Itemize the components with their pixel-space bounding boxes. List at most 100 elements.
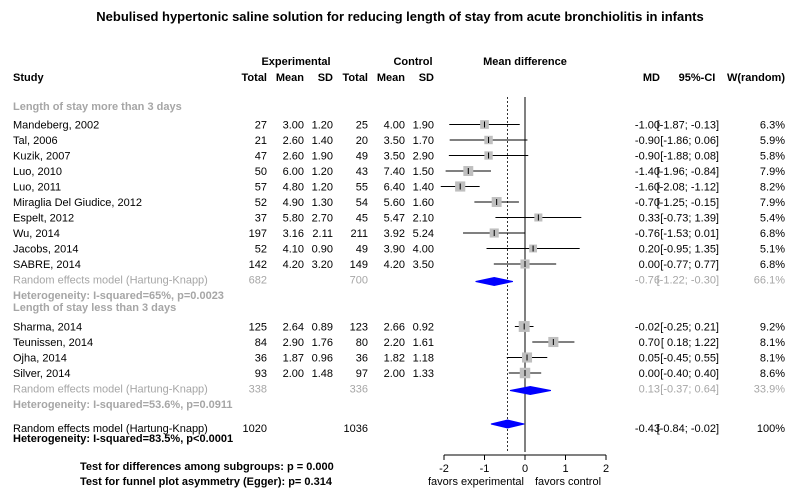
x-tick-label-0: -2 [439, 463, 449, 475]
study-row-1-9-weight: 5.1% [760, 244, 785, 256]
study-row-1-1-e-total: 27 [255, 120, 267, 132]
study-row-2-3-ci: [-0.45; 0.55] [660, 353, 719, 365]
study-row-2-3-e-sd: 0.96 [312, 353, 333, 365]
study-row-2-4-c-mean: 2.00 [384, 368, 405, 380]
study-row-1-5-c-total: 55 [356, 182, 368, 194]
favors-control-label: favors control [535, 476, 601, 488]
study-row-1-1-ci: [-1.87; -0.13] [657, 120, 719, 132]
study-row-1-1-c-mean: 4.00 [384, 120, 405, 132]
study-row-1-2-md: -0.90 [635, 135, 660, 147]
study-row-2-2-c-total: 80 [356, 337, 368, 349]
study-row-1-6-c-sd: 1.60 [413, 197, 434, 209]
chart-title: Nebulised hypertonic saline solution for… [96, 9, 703, 24]
study-row-1-4-e-total: 50 [255, 166, 267, 178]
overall-heterogeneity: Heterogeneity: I-squared=83.5%, p<0.0001 [13, 433, 233, 445]
study-row-1-7-c-total: 45 [356, 213, 368, 225]
study-row-1-4-weight: 7.9% [760, 166, 785, 178]
subgroup-1-pooled-label: Random effects model (Hartung-Knapp) [13, 275, 208, 287]
study-row-1-3-c-sd: 2.90 [413, 151, 434, 163]
study-row-1-1-c-sd: 1.90 [413, 120, 434, 132]
study-row-1-7-e-sd: 2.70 [312, 213, 333, 225]
header-c-sd: SD [419, 72, 434, 84]
study-row-1-8-md: -0.76 [635, 228, 660, 240]
overall-diamond [490, 419, 525, 429]
subgroup-1-diamond [475, 276, 513, 287]
study-row-2-2-md: 0.70 [639, 337, 660, 349]
header-c-mean: Mean [377, 72, 405, 84]
study-row-1-3-e-total: 47 [255, 151, 267, 163]
header-e-sd: SD [318, 72, 333, 84]
study-row-1-9-study: Jacobs, 2014 [13, 244, 78, 256]
subgroup-2-pooled-label: Random effects model (Hartung-Knapp) [13, 384, 208, 396]
subgroup-1-pooled-c-total: 700 [350, 275, 368, 287]
study-row-1-8-e-total: 197 [249, 228, 267, 240]
study-row-1-10-e-mean: 4.20 [283, 259, 304, 271]
study-row-1-9-c-total: 49 [356, 244, 368, 256]
study-row-1-5-weight: 8.2% [760, 182, 785, 194]
study-row-1-3-c-mean: 3.50 [384, 151, 405, 163]
study-row-1-5-c-sd: 1.40 [413, 182, 434, 194]
study-row-1-2-c-total: 20 [356, 135, 368, 147]
study-row-2-3-c-mean: 1.82 [384, 353, 405, 365]
header-e-total: Total [242, 72, 267, 84]
study-row-1-3-e-sd: 1.90 [312, 151, 333, 163]
study-row-1-5-c-mean: 6.40 [384, 182, 405, 194]
study-row-1-9-c-sd: 4.00 [413, 244, 434, 256]
x-tick-label-4: 2 [603, 463, 609, 475]
study-row-1-1-md: -1.00 [635, 120, 660, 132]
study-row-2-4-c-sd: 1.33 [413, 368, 434, 380]
study-row-2-2-e-total: 84 [255, 337, 267, 349]
study-row-1-2-weight: 5.9% [760, 135, 785, 147]
study-row-1-8-weight: 6.8% [760, 228, 785, 240]
header-e-mean: Mean [276, 72, 304, 84]
study-row-2-1-c-sd: 0.92 [413, 322, 434, 334]
subgroup-1-heterogeneity: Heterogeneity: I-squared=65%, p=0.0023 [13, 290, 224, 302]
study-row-1-4-ci: [-1.96; -0.84] [657, 166, 719, 178]
study-row-1-3-ci: [-1.88; 0.08] [660, 151, 719, 163]
test-egger: Test for funnel plot asymmetry (Egger): … [80, 476, 333, 488]
study-row-2-4-e-total: 93 [255, 368, 267, 380]
study-row-1-7-c-mean: 5.47 [384, 213, 405, 225]
study-row-2-1-e-mean: 2.64 [283, 322, 304, 334]
study-row-1-4-study: Luo, 2010 [13, 166, 62, 178]
overall-label: Random effects model (Hartung-Knapp) [13, 423, 208, 435]
study-row-1-9-c-mean: 3.90 [384, 244, 405, 256]
study-row-2-2-e-sd: 1.76 [312, 337, 333, 349]
study-row-1-2-e-sd: 1.40 [312, 135, 333, 147]
study-row-1-9-e-total: 52 [255, 244, 267, 256]
study-row-2-2-c-mean: 2.20 [384, 337, 405, 349]
x-tick-label-2: 0 [522, 463, 528, 475]
header-effect: Mean difference [483, 56, 567, 68]
study-row-2-4-md: 0.00 [639, 368, 660, 380]
study-row-1-6-weight: 7.9% [760, 197, 785, 209]
subgroup-2-label: Length of stay less than 3 days [13, 302, 176, 314]
subgroup-2-diamond [509, 385, 552, 396]
study-row-1-7-e-total: 37 [255, 213, 267, 225]
study-row-1-3-study: Kuzik, 2007 [13, 151, 70, 163]
subgroup-1-pooled-ci: [-1.22; -0.30] [657, 275, 719, 287]
study-row-1-2-study: Tal, 2006 [13, 135, 58, 147]
study-row-1-5-e-sd: 1.20 [312, 182, 333, 194]
study-row-2-1-study: Sharma, 2014 [13, 322, 82, 334]
study-row-2-3-c-total: 36 [356, 353, 368, 365]
study-row-1-9-ci: [-0.95; 1.35] [660, 244, 719, 256]
study-row-1-6-ci: [-1.25; -0.15] [657, 197, 719, 209]
study-row-2-1-e-sd: 0.89 [312, 322, 333, 334]
subgroup-2-pooled-c-total: 336 [350, 384, 368, 396]
study-row-2-4-c-total: 97 [356, 368, 368, 380]
study-row-1-2-e-total: 21 [255, 135, 267, 147]
x-tick-label-3: 1 [562, 463, 568, 475]
study-row-2-1-weight: 9.2% [760, 322, 785, 334]
study-row-1-10-c-total: 149 [350, 259, 368, 271]
study-row-1-6-e-mean: 4.90 [283, 197, 304, 209]
study-row-1-5-e-mean: 4.80 [283, 182, 304, 194]
overall-e-total: 1020 [243, 423, 267, 435]
subgroup-2-heterogeneity: Heterogeneity: I-squared=53.6%, p=0.0911 [13, 399, 233, 411]
header-experimental: Experimental [261, 56, 330, 68]
study-row-1-5-md: -1.60 [635, 182, 660, 194]
study-row-1-6-study: Miraglia Del Giudice, 2012 [13, 197, 142, 209]
study-row-2-3-e-total: 36 [255, 353, 267, 365]
study-row-1-1-e-mean: 3.00 [283, 120, 304, 132]
study-row-1-6-e-sd: 1.30 [312, 197, 333, 209]
